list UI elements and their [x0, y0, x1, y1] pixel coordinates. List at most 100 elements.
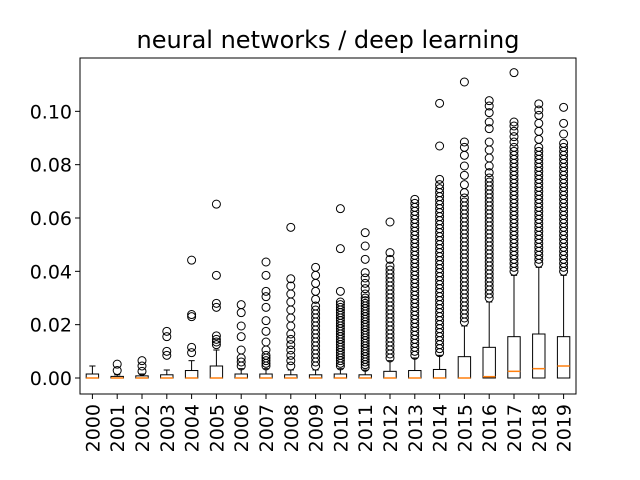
- box-2002: [135, 356, 149, 379]
- x-tick-label: 2001: [107, 404, 129, 452]
- box-2011: [358, 228, 372, 379]
- flier-point: [360, 284, 370, 294]
- flier-point: [509, 142, 519, 152]
- flier-point: [484, 117, 494, 127]
- flier-point: [286, 350, 296, 360]
- y-tick-label: 0.02: [30, 315, 72, 337]
- flier-point: [211, 298, 221, 308]
- box-2012: [383, 217, 397, 379]
- chart-title: neural networks / deep learning: [137, 26, 520, 54]
- flier-point: [236, 345, 246, 355]
- flier-point: [360, 241, 370, 251]
- flier-point: [112, 359, 122, 369]
- x-tick-label: 2015: [454, 404, 476, 452]
- flier-point: [534, 105, 544, 115]
- box-2000: [85, 365, 100, 379]
- x-tick-label: 2005: [206, 404, 228, 452]
- box-iqr: [556, 336, 571, 379]
- flier-point: [137, 361, 147, 371]
- x-tick-label: 2000: [82, 404, 104, 452]
- flier-point: [360, 273, 370, 283]
- plot-area: [80, 58, 576, 394]
- box-series: [85, 68, 571, 379]
- flier-point: [484, 124, 494, 134]
- box-2017: [507, 68, 521, 379]
- flier-point: [261, 302, 271, 312]
- flier-point: [335, 244, 345, 254]
- flier-point: [286, 274, 296, 284]
- box-2005: [209, 199, 224, 379]
- flier-point: [236, 332, 246, 342]
- flier-point: [211, 331, 221, 341]
- flier-point: [534, 99, 544, 109]
- flier-point: [509, 137, 519, 147]
- flier-point: [410, 198, 420, 208]
- flier-point: [211, 302, 221, 312]
- flier-point: [360, 228, 370, 238]
- plot-frame: [79, 57, 577, 395]
- x-tick-label: 2002: [132, 404, 154, 452]
- flier-point: [236, 357, 246, 367]
- x-tick-label: 2013: [405, 404, 427, 452]
- flier-point: [459, 77, 469, 87]
- flier-point: [311, 305, 321, 315]
- flier-point: [311, 262, 321, 272]
- flier-point: [509, 117, 519, 127]
- flier-point: [211, 334, 221, 344]
- flier-point: [435, 98, 445, 108]
- flier-point: [360, 268, 370, 278]
- flier-point: [459, 142, 469, 152]
- flier-point: [211, 337, 221, 347]
- flier-point: [137, 366, 147, 376]
- x-tick-label: 2012: [380, 404, 402, 452]
- flier-point: [410, 194, 420, 204]
- x-tick-label: 2010: [330, 404, 352, 452]
- flier-point: [435, 141, 445, 151]
- flier-point: [435, 184, 445, 194]
- flier-point: [162, 326, 172, 336]
- box-2016: [482, 96, 496, 379]
- flier-point: [187, 312, 197, 322]
- box-2014: [432, 98, 447, 379]
- flier-point: [187, 310, 197, 320]
- flier-point: [137, 356, 147, 366]
- flier-point: [162, 350, 172, 360]
- flier-point: [236, 321, 246, 331]
- flier-point: [385, 217, 395, 227]
- flier-point: [211, 199, 221, 209]
- y-axis: 0.00 0.02 0.04 0.06 0.08 0.10: [30, 101, 80, 390]
- flier-point: [484, 108, 494, 118]
- box-2010: [333, 204, 348, 379]
- flier-point: [360, 278, 370, 288]
- flier-point: [385, 261, 395, 271]
- box-iqr: [507, 336, 521, 379]
- flier-point: [360, 296, 370, 306]
- box-2001: [110, 359, 124, 379]
- x-tick-label: 2008: [281, 404, 303, 452]
- flier-point: [509, 126, 519, 136]
- y-tick-label: 0.10: [30, 101, 72, 123]
- flier-point: [261, 326, 271, 336]
- x-tick-label: 2016: [479, 404, 501, 452]
- box-2004: [184, 255, 199, 379]
- flier-point: [211, 340, 221, 350]
- flier-point: [534, 146, 544, 156]
- y-tick-label: 0.04: [30, 261, 72, 283]
- flier-point: [484, 137, 494, 147]
- flier-point: [435, 180, 445, 190]
- flier-point: [261, 316, 271, 326]
- flier-point: [261, 257, 271, 267]
- flier-point: [459, 193, 469, 203]
- flier-point: [484, 177, 494, 187]
- flier-point: [459, 197, 469, 207]
- flier-point: [534, 110, 544, 120]
- x-tick-label: 2017: [504, 404, 526, 452]
- x-tick-label: 2003: [157, 404, 179, 452]
- flier-point: [286, 340, 296, 350]
- y-tick-label: 0.00: [30, 368, 72, 390]
- box-2009: [308, 262, 323, 379]
- flier-point: [261, 337, 271, 347]
- flier-point: [385, 254, 395, 264]
- flier-point: [484, 168, 494, 178]
